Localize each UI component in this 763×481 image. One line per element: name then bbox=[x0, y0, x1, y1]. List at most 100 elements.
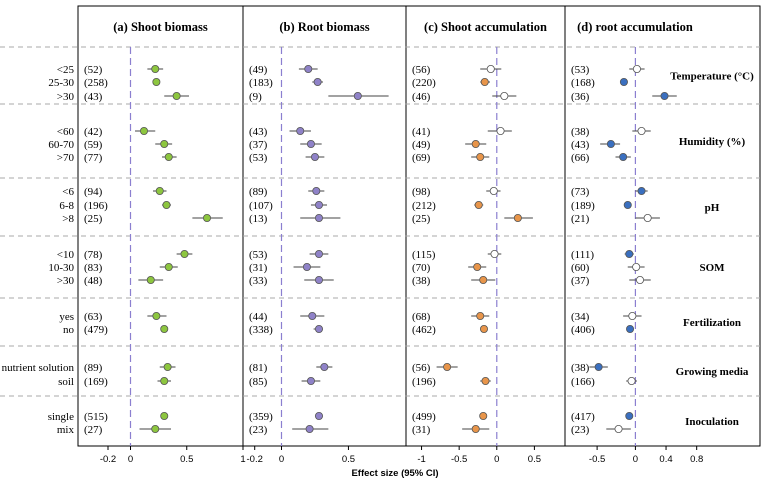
effect-size-point bbox=[636, 275, 645, 284]
x-tick-label: 0.4 bbox=[659, 454, 672, 465]
sample-size-label: (479) bbox=[84, 324, 108, 336]
sample-size-label: (406) bbox=[571, 324, 595, 336]
sample-size-label: (189) bbox=[571, 200, 595, 212]
sample-size-label: (77) bbox=[84, 152, 103, 164]
effect-size-point bbox=[313, 78, 322, 87]
effect-size-point bbox=[172, 92, 181, 101]
sample-size-label: (94) bbox=[84, 186, 103, 198]
effect-size-point bbox=[606, 139, 615, 148]
sample-size-label: (37) bbox=[571, 275, 590, 287]
category-label: <6 bbox=[62, 186, 74, 198]
sample-size-label: (21) bbox=[571, 213, 590, 225]
effect-size-point bbox=[627, 376, 636, 385]
sample-size-label: (43) bbox=[571, 139, 590, 151]
moderator-group-label: Fertilization bbox=[683, 317, 741, 329]
sample-size-label: (49) bbox=[249, 64, 268, 76]
effect-size-point bbox=[594, 362, 603, 371]
effect-size-point bbox=[480, 78, 489, 87]
category-label: soil bbox=[58, 376, 74, 388]
effect-size-point bbox=[151, 65, 160, 74]
category-label: 6-8 bbox=[59, 200, 74, 212]
sample-size-label: (89) bbox=[249, 186, 268, 198]
x-tick-label: 0 bbox=[279, 454, 284, 465]
sample-size-label: (462) bbox=[412, 324, 436, 336]
effect-size-point bbox=[471, 139, 480, 148]
sample-size-label: (25) bbox=[412, 213, 431, 225]
effect-size-point bbox=[443, 362, 452, 371]
category-label: 60-70 bbox=[48, 139, 74, 151]
sample-size-label: (220) bbox=[412, 77, 436, 89]
effect-size-point bbox=[314, 200, 323, 209]
sample-size-label: (60) bbox=[571, 262, 590, 274]
sample-size-label: (23) bbox=[249, 424, 268, 436]
effect-size-point bbox=[152, 78, 161, 87]
sample-size-label: (23) bbox=[571, 424, 590, 436]
sample-size-label: (359) bbox=[249, 411, 273, 423]
effect-size-point bbox=[632, 262, 641, 271]
sample-size-label: (9) bbox=[249, 91, 262, 103]
sample-size-label: (70) bbox=[412, 262, 431, 274]
sample-size-label: (13) bbox=[249, 213, 268, 225]
category-label: >30 bbox=[57, 275, 75, 287]
sample-size-label: (66) bbox=[571, 152, 590, 164]
effect-size-point bbox=[162, 200, 171, 209]
sample-size-label: (31) bbox=[249, 262, 268, 274]
effect-size-point bbox=[160, 376, 169, 385]
effect-size-point bbox=[625, 411, 634, 420]
effect-size-point bbox=[353, 92, 362, 101]
sample-size-label: (111) bbox=[571, 249, 594, 261]
moderator-group-label: pH bbox=[705, 202, 720, 214]
sample-size-label: (25) bbox=[84, 213, 103, 225]
x-tick-label: 1 bbox=[240, 454, 245, 465]
sample-size-label: (42) bbox=[84, 126, 103, 138]
sample-size-label: (107) bbox=[249, 200, 273, 212]
effect-size-point bbox=[146, 275, 155, 284]
sample-size-label: (56) bbox=[412, 64, 431, 76]
effect-size-point bbox=[489, 186, 498, 195]
sample-size-label: (169) bbox=[84, 376, 108, 388]
sample-size-label: (515) bbox=[84, 411, 108, 423]
category-label: >30 bbox=[57, 91, 75, 103]
effect-size-point bbox=[160, 411, 169, 420]
effect-size-point bbox=[163, 362, 172, 371]
effect-size-point bbox=[479, 411, 488, 420]
effect-size-point bbox=[306, 376, 315, 385]
category-label: mix bbox=[57, 424, 75, 436]
effect-size-point bbox=[308, 311, 317, 320]
effect-size-point bbox=[476, 311, 485, 320]
sample-size-label: (38) bbox=[571, 126, 590, 138]
sample-size-label: (196) bbox=[412, 376, 436, 388]
sample-size-label: (68) bbox=[412, 311, 431, 323]
effect-size-point bbox=[314, 411, 323, 420]
category-label: yes bbox=[59, 311, 74, 323]
x-tick-label: 0.8 bbox=[690, 454, 703, 465]
sample-size-label: (27) bbox=[84, 424, 103, 436]
x-tick-label: -0.5 bbox=[451, 454, 467, 465]
effect-size-point bbox=[302, 262, 311, 271]
effect-size-point bbox=[486, 65, 495, 74]
effect-size-point bbox=[320, 362, 329, 371]
sample-size-label: (85) bbox=[249, 376, 268, 388]
sample-size-label: (417) bbox=[571, 411, 595, 423]
sample-size-label: (33) bbox=[249, 275, 268, 287]
category-label: 25-30 bbox=[48, 77, 74, 89]
moderator-group-label: Growing media bbox=[676, 366, 749, 378]
effect-size-point bbox=[155, 186, 164, 195]
effect-size-point bbox=[296, 127, 305, 136]
sample-size-label: (89) bbox=[84, 362, 103, 374]
sample-size-label: (98) bbox=[412, 186, 431, 198]
effect-size-point bbox=[314, 324, 323, 333]
panel-title: (a) Shoot biomass bbox=[113, 20, 208, 34]
category-label: 10-30 bbox=[48, 262, 74, 274]
category-label: <60 bbox=[57, 126, 75, 138]
category-label: <10 bbox=[57, 249, 75, 261]
effect-size-point bbox=[481, 376, 490, 385]
x-tick-label: -1 bbox=[417, 454, 425, 465]
sample-size-label: (73) bbox=[571, 186, 590, 198]
sample-size-label: (36) bbox=[571, 91, 590, 103]
sample-size-label: (338) bbox=[249, 324, 273, 336]
effect-size-point bbox=[614, 424, 623, 433]
x-tick-label: 0.5 bbox=[528, 454, 541, 465]
effect-size-point bbox=[152, 311, 161, 320]
